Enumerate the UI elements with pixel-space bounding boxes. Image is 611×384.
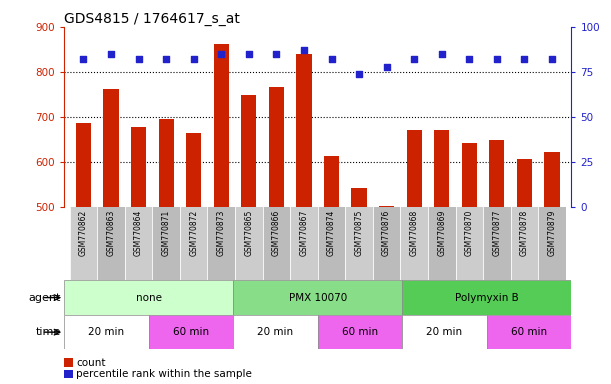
Bar	[351, 188, 367, 207]
Text: 60 min: 60 min	[173, 327, 209, 337]
Bar	[434, 130, 449, 207]
Text: GSM770868: GSM770868	[410, 210, 419, 256]
Bar	[263, 207, 290, 280]
Point	[271, 51, 281, 57]
Text: Polymyxin B: Polymyxin B	[455, 293, 519, 303]
Text: GSM770867: GSM770867	[299, 210, 309, 256]
Point	[161, 56, 171, 63]
Point	[327, 56, 337, 63]
Bar	[345, 207, 373, 280]
Text: 60 min: 60 min	[342, 327, 378, 337]
Bar	[406, 130, 422, 207]
Bar	[241, 94, 257, 207]
Bar	[373, 207, 400, 280]
Bar	[379, 206, 394, 207]
Text: GSM770874: GSM770874	[327, 210, 336, 256]
Text: GSM770862: GSM770862	[79, 210, 88, 256]
Text: 20 min: 20 min	[89, 327, 125, 337]
Bar	[538, 207, 566, 280]
Bar	[233, 280, 402, 315]
Text: GSM770865: GSM770865	[244, 210, 254, 256]
Text: GDS4815 / 1764617_s_at: GDS4815 / 1764617_s_at	[64, 12, 240, 26]
Bar	[400, 207, 428, 280]
Bar	[428, 207, 456, 280]
Bar	[64, 315, 148, 349]
Text: none: none	[136, 293, 162, 303]
Text: percentile rank within the sample: percentile rank within the sample	[76, 369, 252, 379]
Bar	[214, 44, 229, 207]
Text: GSM770872: GSM770872	[189, 210, 198, 256]
Point	[134, 56, 144, 63]
Text: GSM770871: GSM770871	[162, 210, 170, 256]
Text: 20 min: 20 min	[257, 327, 293, 337]
Point	[79, 56, 89, 63]
Bar	[290, 207, 318, 280]
Text: GSM770866: GSM770866	[272, 210, 281, 256]
Text: PMX 10070: PMX 10070	[288, 293, 347, 303]
Text: GSM770864: GSM770864	[134, 210, 143, 256]
Text: GSM770879: GSM770879	[547, 210, 557, 256]
Text: GSM770870: GSM770870	[465, 210, 474, 256]
Bar	[152, 207, 180, 280]
Bar	[235, 207, 263, 280]
Bar	[517, 159, 532, 207]
Text: 60 min: 60 min	[511, 327, 547, 337]
Bar	[125, 207, 152, 280]
Bar	[489, 140, 505, 207]
Bar	[186, 133, 201, 207]
Point	[437, 51, 447, 57]
Text: GSM770869: GSM770869	[437, 210, 446, 256]
Bar	[103, 89, 119, 207]
Text: 20 min: 20 min	[426, 327, 463, 337]
Point	[106, 51, 116, 57]
Bar	[324, 156, 339, 207]
Text: GSM770878: GSM770878	[520, 210, 529, 256]
Point	[382, 63, 392, 70]
Bar	[544, 152, 560, 207]
Bar	[462, 143, 477, 207]
Bar	[402, 315, 487, 349]
Point	[547, 56, 557, 63]
Point	[354, 71, 364, 77]
Point	[464, 56, 474, 63]
Text: GSM770876: GSM770876	[382, 210, 391, 256]
Bar	[487, 315, 571, 349]
Point	[492, 56, 502, 63]
Text: time: time	[36, 327, 61, 337]
Point	[409, 56, 419, 63]
Bar	[483, 207, 511, 280]
Text: GSM770877: GSM770877	[492, 210, 502, 256]
Point	[299, 47, 309, 53]
Text: GSM770875: GSM770875	[354, 210, 364, 256]
Point	[519, 56, 529, 63]
Bar	[70, 207, 97, 280]
Bar	[148, 315, 233, 349]
Bar	[131, 127, 146, 207]
Bar	[318, 315, 402, 349]
Bar	[296, 54, 312, 207]
Bar	[180, 207, 208, 280]
Bar	[97, 207, 125, 280]
Text: GSM770873: GSM770873	[217, 210, 225, 256]
Point	[216, 51, 226, 57]
Point	[189, 56, 199, 63]
Bar	[208, 207, 235, 280]
Bar	[158, 119, 174, 207]
Bar	[318, 207, 345, 280]
Bar	[76, 122, 91, 207]
Point	[244, 51, 254, 57]
Bar	[233, 315, 318, 349]
Bar	[511, 207, 538, 280]
Text: count: count	[76, 358, 106, 368]
Bar	[269, 87, 284, 207]
Bar	[64, 280, 233, 315]
Text: agent: agent	[29, 293, 61, 303]
Bar	[402, 280, 571, 315]
Text: GSM770863: GSM770863	[106, 210, 115, 256]
Bar	[456, 207, 483, 280]
